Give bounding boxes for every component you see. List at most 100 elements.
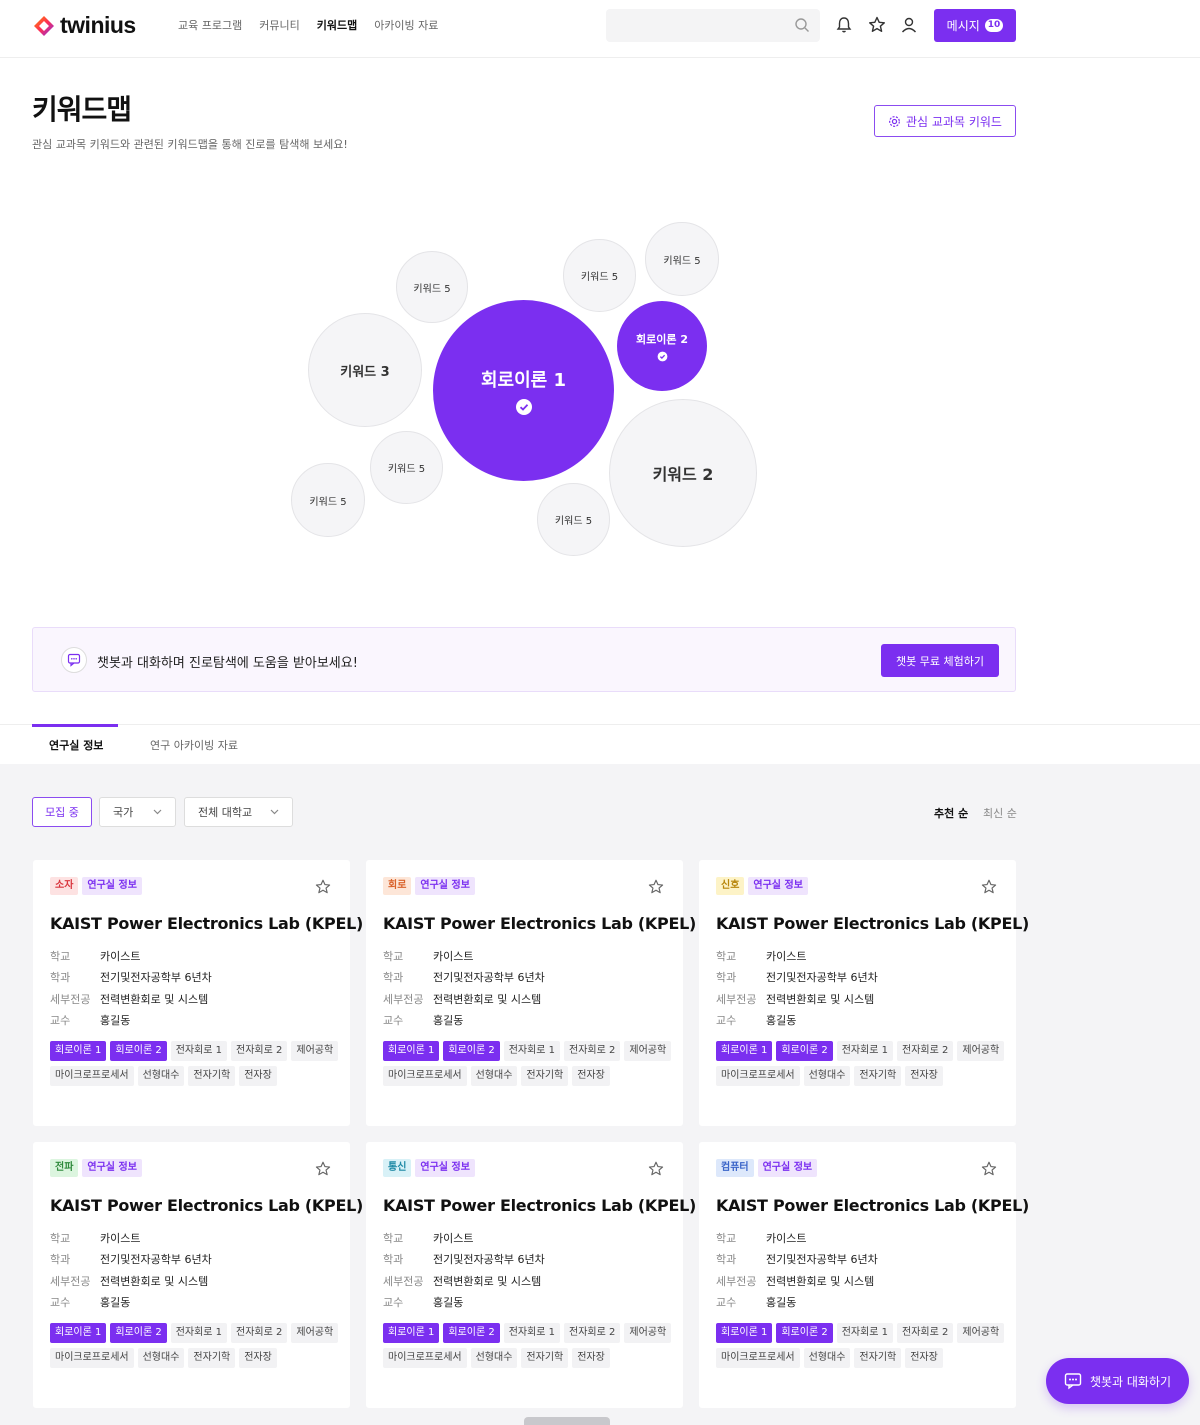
nav-keyword-map[interactable]: 키워드맵 xyxy=(316,19,358,32)
keyword-chip[interactable]: 전자장 xyxy=(239,1066,277,1086)
keyword-chip[interactable]: 선형대수 xyxy=(137,1066,185,1086)
keyword-bubble-2[interactable]: 키워드 2 xyxy=(609,399,757,547)
search-icon[interactable] xyxy=(794,17,810,33)
keyword-chip[interactable]: 전자장 xyxy=(239,1348,277,1368)
keyword-chip[interactable]: 전자기학 xyxy=(521,1066,569,1086)
keyword-chip-selected[interactable]: 회로이론 2 xyxy=(443,1041,500,1061)
chatbot-fab[interactable]: 챗봇과 대화하기 xyxy=(1046,1358,1189,1404)
lab-card[interactable]: 신호 연구실 정보 KAIST Power Electronics Lab (KPE… xyxy=(699,860,1029,1126)
keyword-chip[interactable]: 제어공학 xyxy=(624,1041,672,1061)
keyword-bubble-5[interactable]: 키워드 5 xyxy=(537,483,610,556)
keyword-chip[interactable]: 전자장 xyxy=(905,1348,943,1368)
info-row: 교수 홍길동 xyxy=(716,1292,878,1313)
keyword-bubble-5[interactable]: 키워드 5 xyxy=(370,431,443,504)
keyword-chip-selected[interactable]: 회로이론 2 xyxy=(776,1041,833,1061)
keyword-chip-selected[interactable]: 회로이론 1 xyxy=(50,1041,107,1061)
keyword-chip[interactable]: 선형대수 xyxy=(803,1066,851,1086)
keyword-chip[interactable]: 제어공학 xyxy=(957,1323,1005,1343)
keyword-chip-selected[interactable]: 회로이론 2 xyxy=(776,1323,833,1343)
keyword-chip[interactable]: 전자회로 2 xyxy=(231,1323,288,1343)
keyword-chip[interactable]: 마이크로프로세서 xyxy=(716,1348,800,1368)
university-dropdown[interactable]: 전체 대학교 xyxy=(184,797,293,827)
search-input[interactable] xyxy=(606,9,820,42)
keyword-chip-selected[interactable]: 회로이론 1 xyxy=(383,1323,440,1343)
keyword-chip[interactable]: 전자기학 xyxy=(854,1066,902,1086)
keyword-chip[interactable]: 마이크로프로세서 xyxy=(50,1066,134,1086)
keyword-chip[interactable]: 전자장 xyxy=(572,1348,610,1368)
keyword-bubble-5[interactable]: 키워드 5 xyxy=(563,239,636,312)
keyword-chip[interactable]: 전자장 xyxy=(572,1066,610,1086)
keyword-chip-selected[interactable]: 회로이론 1 xyxy=(50,1323,107,1343)
keyword-chip[interactable]: 전자회로 1 xyxy=(503,1041,561,1061)
favorite-star-icon[interactable] xyxy=(314,1160,332,1182)
keyword-chip-selected[interactable]: 회로이론 1 xyxy=(383,1041,440,1061)
keyword-chip[interactable]: 전자회로 2 xyxy=(231,1041,288,1061)
scrollbar-thumb[interactable] xyxy=(524,1417,610,1425)
sort-recommended[interactable]: 추천 순 xyxy=(934,807,969,820)
keyword-chip[interactable]: 선형대수 xyxy=(803,1348,851,1368)
keyword-chip[interactable]: 선형대수 xyxy=(470,1348,518,1368)
keyword-bubble-5[interactable]: 키워드 5 xyxy=(645,222,719,296)
keyword-chip[interactable]: 전자회로 1 xyxy=(836,1323,894,1343)
keyword-bubble-circuit-2[interactable]: 회로이론 2 xyxy=(617,301,707,391)
keyword-chip[interactable]: 전자기학 xyxy=(188,1066,236,1086)
keyword-bubble-main[interactable]: 회로이론 1 xyxy=(433,300,614,481)
star-icon[interactable] xyxy=(867,15,887,35)
keyword-chip[interactable]: 선형대수 xyxy=(137,1348,185,1368)
keyword-bubble-5[interactable]: 키워드 5 xyxy=(396,251,468,323)
info-value: 전기및전자공학부 6년차 xyxy=(433,1253,545,1267)
keyword-chip[interactable]: 전자회로 2 xyxy=(564,1323,621,1343)
keyword-chip[interactable]: 전자기학 xyxy=(854,1348,902,1368)
keyword-chip[interactable]: 제어공학 xyxy=(957,1041,1005,1061)
nav-community[interactable]: 커뮤니티 xyxy=(259,19,300,32)
keyword-chip[interactable]: 전자회로 2 xyxy=(897,1041,954,1061)
brand-logo[interactable]: twinius xyxy=(32,12,136,39)
favorite-star-icon[interactable] xyxy=(647,878,665,900)
keyword-chip[interactable]: 전자장 xyxy=(905,1066,943,1086)
lab-card[interactable]: 전파 연구실 정보 KAIST Power Electronics Lab (KPE… xyxy=(33,1142,363,1408)
keyword-chip-selected[interactable]: 회로이론 2 xyxy=(443,1323,500,1343)
nav-education[interactable]: 교육 프로그램 xyxy=(178,19,243,32)
keyword-chip[interactable]: 제어공학 xyxy=(291,1041,339,1061)
keyword-bubble-5[interactable]: 키워드 5 xyxy=(291,463,365,537)
keyword-chip[interactable]: 전자기학 xyxy=(188,1348,236,1368)
keyword-chip[interactable]: 전자회로 2 xyxy=(564,1041,621,1061)
lab-card[interactable]: 소자 연구실 정보 KAIST Power Electronics Lab (KPE… xyxy=(33,860,363,1126)
bell-icon[interactable] xyxy=(834,15,854,35)
nav-archive[interactable]: 아카이빙 자료 xyxy=(374,19,439,32)
favorite-star-icon[interactable] xyxy=(647,1160,665,1182)
keyword-chip[interactable]: 전자기학 xyxy=(521,1348,569,1368)
keyword-chip[interactable]: 전자회로 1 xyxy=(170,1323,228,1343)
keyword-chip-selected[interactable]: 회로이론 2 xyxy=(110,1041,167,1061)
keyword-chip[interactable]: 마이크로프로세서 xyxy=(716,1066,800,1086)
tab-lab-info[interactable]: 연구실 정보 xyxy=(49,739,104,752)
favorite-star-icon[interactable] xyxy=(314,878,332,900)
keyword-chip[interactable]: 제어공학 xyxy=(624,1323,672,1343)
keyword-chip[interactable]: 전자회로 1 xyxy=(170,1041,228,1061)
keyword-chip-selected[interactable]: 회로이론 1 xyxy=(716,1323,773,1343)
user-icon[interactable] xyxy=(899,15,919,35)
message-button[interactable]: 메시지 10 xyxy=(934,9,1016,42)
favorite-star-icon[interactable] xyxy=(980,878,998,900)
keyword-chip-selected[interactable]: 회로이론 2 xyxy=(110,1323,167,1343)
keyword-chip[interactable]: 전자회로 1 xyxy=(503,1323,561,1343)
keyword-chip[interactable]: 전자회로 1 xyxy=(836,1041,894,1061)
keyword-chip[interactable]: 선형대수 xyxy=(470,1066,518,1086)
chatbot-trial-button[interactable]: 챗봇 무료 체험하기 xyxy=(881,644,999,677)
favorite-star-icon[interactable] xyxy=(980,1160,998,1182)
country-dropdown[interactable]: 국가 xyxy=(99,797,176,827)
interest-keywords-button[interactable]: 관심 교과목 키워드 xyxy=(874,105,1016,137)
keyword-chip[interactable]: 마이크로프로세서 xyxy=(383,1066,467,1086)
keyword-chip[interactable]: 마이크로프로세서 xyxy=(383,1348,467,1368)
keyword-bubble-3[interactable]: 키워드 3 xyxy=(308,313,422,427)
lab-card[interactable]: 통신 연구실 정보 KAIST Power Electronics Lab (KPE… xyxy=(366,1142,696,1408)
keyword-chip[interactable]: 제어공학 xyxy=(291,1323,339,1343)
lab-card[interactable]: 회로 연구실 정보 KAIST Power Electronics Lab (KPE… xyxy=(366,860,696,1126)
recruiting-filter[interactable]: 모집 중 xyxy=(32,797,92,827)
lab-card[interactable]: 컴퓨터 연구실 정보 KAIST Power Electronics Lab (KP… xyxy=(699,1142,1029,1408)
keyword-chip[interactable]: 전자회로 2 xyxy=(897,1323,954,1343)
keyword-chip-selected[interactable]: 회로이론 1 xyxy=(716,1041,773,1061)
sort-latest[interactable]: 최신 순 xyxy=(983,807,1017,820)
keyword-chip[interactable]: 마이크로프로세서 xyxy=(50,1348,134,1368)
tab-research-archive[interactable]: 연구 아카이빙 자료 xyxy=(150,739,238,752)
